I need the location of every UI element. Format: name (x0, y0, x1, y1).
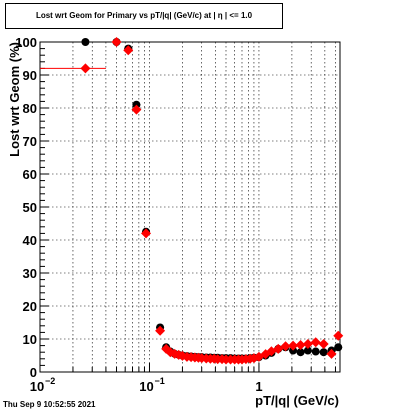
y-tick-label: 80 (23, 101, 37, 116)
chart-title-box: Lost wrt Geom for Primary vs pT/|q| (GeV… (5, 3, 283, 29)
data-point (155, 325, 166, 336)
data-point (303, 346, 312, 355)
x-tick-label-exponent: −1 (154, 376, 164, 386)
data-point (111, 37, 122, 47)
data-point (123, 45, 134, 56)
data-marks (40, 37, 344, 365)
data-point (318, 338, 329, 349)
x-tick-label-base: 10 (30, 379, 44, 394)
y-tick-label: 0 (30, 365, 37, 380)
data-point (295, 339, 306, 350)
data-point (141, 228, 152, 239)
x-tick-label-exponent: −2 (45, 376, 55, 386)
x-tick-label-base: 10 (139, 379, 153, 394)
x-tick-label: 10 −2 (30, 376, 56, 394)
y-tick-label: 20 (23, 299, 37, 314)
y-tick-label: 100 (15, 35, 37, 50)
y-tick-label: 10 (23, 332, 37, 347)
y-tick-label: 30 (23, 266, 37, 281)
data-point (296, 348, 305, 357)
y-tick-label: 50 (23, 200, 37, 215)
timestamp: Thu Sep 9 10:52:55 2021 (3, 400, 96, 409)
data-point (311, 347, 320, 356)
data-point (131, 104, 142, 115)
data-point (319, 348, 328, 357)
x-tick-label-base: 1 (255, 379, 262, 394)
chart-title: Lost wrt Geom for Primary vs pT/|q| (GeV… (35, 11, 253, 20)
y-tick-label: 90 (23, 68, 37, 83)
y-tick-label: 40 (23, 233, 37, 248)
data-point (302, 338, 313, 349)
data-point (248, 353, 259, 364)
data-point (310, 337, 321, 348)
y-tick-label: 70 (23, 134, 37, 149)
series-1 (40, 37, 344, 365)
data-point (80, 63, 91, 74)
y-axis-label: Lost wrt Geom (%) (7, 42, 22, 157)
x-tick-label: 1 (255, 379, 262, 394)
data-point (288, 340, 299, 351)
data-point (333, 330, 344, 341)
data-point (326, 348, 337, 359)
data-point (81, 38, 90, 46)
x-tick-label: 10 −1 (139, 376, 165, 394)
plot-frame (39, 41, 341, 373)
data-point (280, 341, 291, 352)
y-tick-label: 60 (23, 167, 37, 182)
data-point (334, 343, 343, 352)
x-axis-label: pT/|q| (GeV/c) (255, 393, 339, 408)
